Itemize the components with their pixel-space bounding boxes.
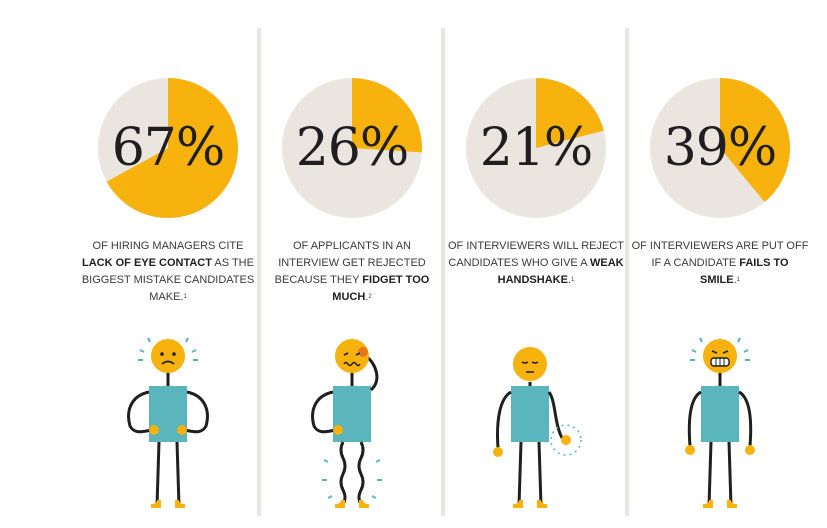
percent-label: 39%	[663, 118, 778, 178]
percent-label: 26%	[295, 118, 410, 178]
worried-person-icon	[127, 337, 209, 508]
pie-chart	[282, 78, 422, 218]
caption-text: Of interviewers will reject candidates w…	[447, 240, 625, 269]
caption-text: Of hiring managers cite	[92, 240, 244, 252]
stat-caption: Of interviewers will reject candidates w…	[446, 238, 626, 289]
caption-text: Of interviewers are put off if a candida…	[631, 240, 809, 269]
percent-label: 21%	[479, 118, 594, 178]
stat-panel-smile: 39% Of interviewers are put off if a can…	[630, 0, 810, 528]
caption-text: .	[733, 274, 737, 286]
caption-emphasis: fidget too much	[332, 274, 430, 303]
caption-text: .	[567, 274, 571, 286]
pie-chart	[466, 78, 606, 218]
footnote-marker: 1	[736, 277, 741, 283]
caption-text: .	[365, 291, 369, 303]
percent-label: 67%	[111, 118, 226, 178]
divider-1	[257, 28, 261, 516]
stat-caption: Of hiring managers cite lack of eye cont…	[78, 238, 258, 306]
caption-text: as the biggest mistake candidates make.	[81, 257, 255, 303]
pie-slice	[536, 78, 604, 148]
pie-chart	[98, 78, 238, 218]
divider-3	[625, 28, 629, 516]
pie-slice	[106, 78, 238, 218]
stat-panel-handshake: 21% Of interviewers will reject candidat…	[446, 0, 626, 528]
stat-panel-eye-contact: 67% Of hiring managers cite lack of eye …	[78, 0, 258, 528]
caption-text: Of applicants in an interview get reject…	[274, 240, 426, 286]
pie-slice	[352, 78, 422, 153]
fidgeting-person-icon	[311, 339, 382, 508]
grimacing-person-icon	[685, 337, 755, 508]
pie-chart	[650, 78, 790, 218]
footnote-marker: 1	[571, 277, 575, 283]
caption-emphasis: fails to smile	[699, 257, 789, 286]
caption-emphasis: weak handshake	[497, 257, 624, 286]
divider-2	[441, 28, 445, 516]
stat-panel-fidget: 26% Of applicants in an interview get re…	[262, 0, 442, 528]
weak-handshake-person-icon	[493, 347, 582, 508]
stat-caption: Of applicants in an interview get reject…	[262, 238, 442, 306]
caption-emphasis: lack of eye contact	[82, 257, 212, 269]
footnote-marker: 2	[368, 294, 372, 300]
pie-slice	[720, 78, 790, 202]
stat-caption: Of interviewers are put off if a candida…	[630, 238, 810, 289]
footnote-marker: 1	[183, 294, 187, 300]
